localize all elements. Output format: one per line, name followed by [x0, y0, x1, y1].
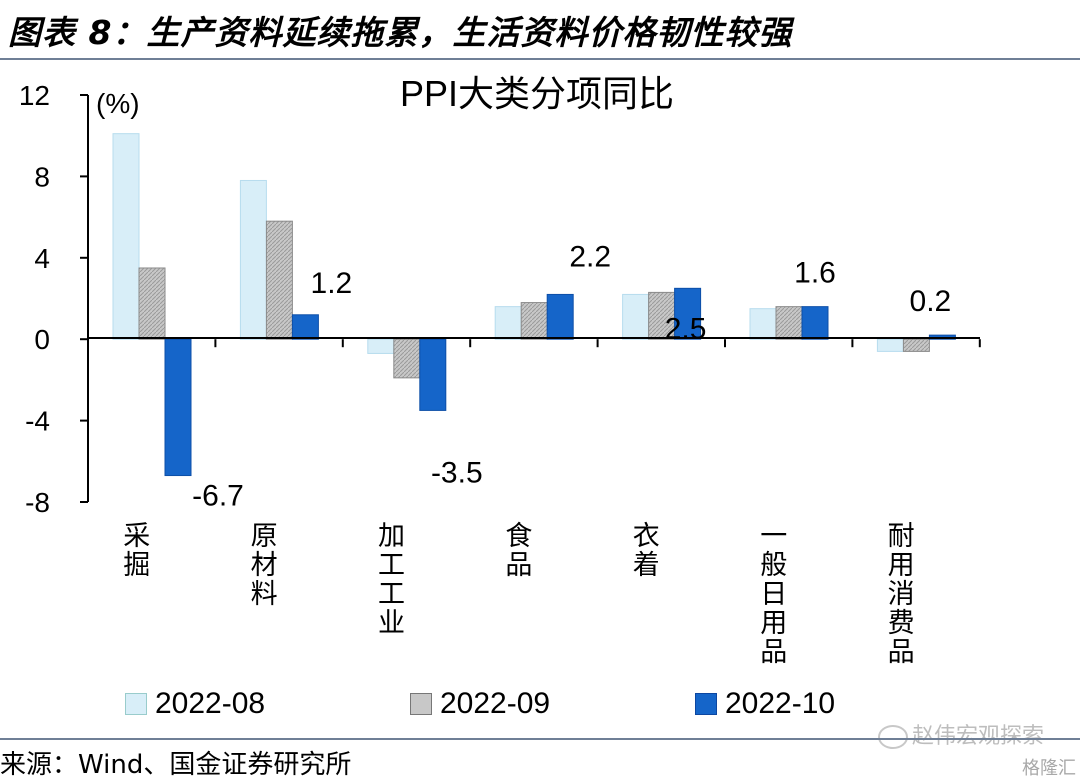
bar-2022-09-5: [775, 306, 803, 340]
data-label-2022-10-6: 0.2: [910, 285, 952, 318]
source-note: 来源：Wind、国金证券研究所: [0, 750, 352, 780]
category-char: 着: [633, 550, 660, 581]
bottom-rule: [0, 738, 1080, 740]
bar-2022-09-6: [902, 338, 930, 352]
category-char: 衣: [633, 521, 660, 552]
figure-title: 图表 8：生产资料延续拖累，生活资料价格韧性较强: [8, 13, 793, 52]
category-char: 加: [378, 521, 405, 552]
bar-2022-09-1: [265, 220, 293, 340]
category-char: 品: [505, 550, 532, 581]
bars-group: [112, 133, 956, 477]
category-label-0: 采掘: [123, 521, 150, 581]
bar-2022-08-1: [239, 179, 267, 340]
bar-2022-09-2: [393, 338, 421, 379]
legend-item-2022-09: 2022-09: [410, 686, 550, 722]
category-char: 一: [760, 521, 787, 552]
category-char: 品: [888, 637, 915, 668]
y-tick-label: 0: [34, 324, 50, 355]
category-char: 原: [251, 521, 278, 552]
bar-2022-09-4: [648, 291, 676, 340]
data-label-2022-10-4: 2.5: [665, 312, 707, 345]
category-char: 食: [505, 521, 532, 552]
bar-2022-10-0: [164, 338, 192, 477]
watermark: 赵伟宏观探索: [877, 718, 1044, 750]
category-char: 掘: [123, 550, 150, 581]
legend-swatch-2022-09: [410, 693, 432, 715]
bar-2022-08-5: [749, 308, 777, 340]
bar-2022-09-3: [520, 302, 548, 340]
category-char: 材: [251, 550, 278, 581]
y-axis-ticks: 12 8 4 0 -4 -8: [19, 80, 88, 518]
category-char: 料: [251, 579, 278, 610]
category-char: 业: [378, 608, 405, 639]
legend-swatch-2022-10: [695, 693, 717, 715]
brand-logo-text: 格隆汇: [1022, 758, 1076, 779]
bar-2022-08-0: [112, 133, 140, 340]
y-tick-label: 8: [34, 161, 50, 192]
category-label-1: 原材料: [251, 521, 278, 610]
bar-2022-10-1: [291, 314, 319, 340]
bar-2022-10-2: [419, 338, 447, 411]
y-tick-label: 12: [19, 80, 50, 111]
category-char: 费: [888, 608, 915, 639]
category-char: 品: [760, 637, 787, 668]
bar-2022-08-2: [367, 338, 395, 354]
category-char: 消: [888, 579, 915, 610]
category-char: 日: [760, 579, 787, 610]
y-tick-label: 4: [34, 243, 50, 274]
bar-2022-10-3: [546, 293, 574, 340]
data-label-2022-10-3: 2.2: [569, 240, 611, 273]
legend-label-2022-09: 2022-09: [440, 687, 551, 720]
category-char: 用: [760, 608, 787, 639]
category-char: 工: [378, 550, 405, 581]
category-label-4: 衣着: [633, 521, 660, 581]
legend: 2022-08 2022-09 2022-10: [0, 686, 1080, 726]
legend-item-2022-08: 2022-08: [125, 686, 265, 722]
bar-2022-08-3: [494, 306, 522, 340]
category-char: 耐: [888, 521, 915, 552]
legend-label-2022-10: 2022-10: [725, 687, 836, 720]
data-label-2022-10-5: 1.6: [794, 257, 836, 290]
legend-label-2022-08: 2022-08: [155, 687, 266, 720]
watermark-text: 赵伟宏观探索: [911, 724, 1044, 749]
y-axis-unit-label: (%): [96, 88, 140, 119]
data-label-2022-10-1: 1.2: [311, 267, 353, 300]
category-char: 般: [760, 550, 787, 581]
bar-2022-08-4: [622, 293, 650, 340]
ppi-bar-chart: PPI大类分项同比 (%) 12 8 4 0 -4 -8 -6.7 1.2 -3.5 2.2 2.…: [19, 73, 981, 668]
category-char: 工: [378, 579, 405, 610]
top-rule: [0, 58, 1080, 60]
category-label-5: 一般日用品: [760, 521, 787, 668]
bar-2022-10-4: [674, 287, 702, 340]
legend-item-2022-10: 2022-10: [695, 686, 835, 722]
legend-swatch-2022-08: [125, 693, 147, 715]
category-char: 用: [888, 550, 915, 581]
y-tick-label: -8: [25, 487, 50, 518]
data-labels: -6.7 1.2 -3.5 2.2 2.5 1.6 0.2: [192, 240, 951, 512]
wechat-icon: [877, 725, 908, 749]
bar-2022-08-6: [876, 338, 904, 352]
data-label-2022-10-2: -3.5: [431, 456, 483, 489]
chart-title: PPI大类分项同比: [400, 73, 674, 114]
x-axis-ticks: [87, 339, 981, 348]
category-label-6: 耐用消费品: [888, 521, 915, 668]
bar-2022-10-5: [801, 306, 829, 340]
category-label-2: 加工工业: [378, 521, 405, 639]
category-label-3: 食品: [505, 521, 532, 581]
y-tick-label: -4: [25, 406, 50, 437]
data-label-2022-10-0: -6.7: [192, 480, 244, 513]
category-char: 采: [123, 521, 150, 552]
bar-2022-09-0: [138, 267, 166, 340]
